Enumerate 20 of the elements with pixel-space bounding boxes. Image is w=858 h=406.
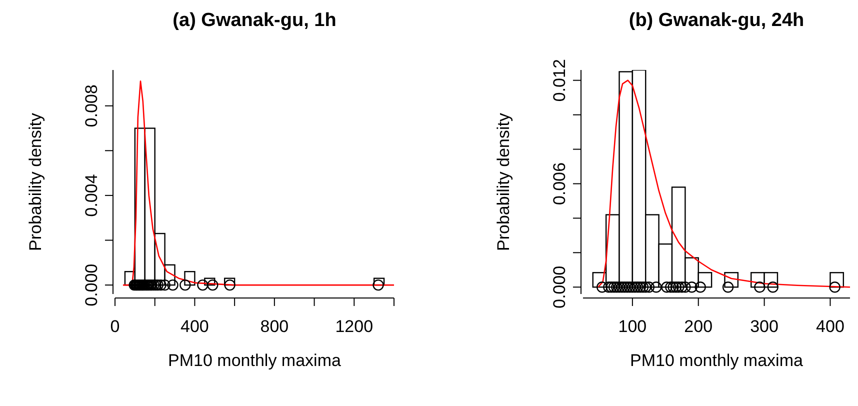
y-axis-title: Probability density (26, 112, 45, 251)
x-tick-label: 400 (180, 317, 209, 336)
chart-title: (a) Gwanak-gu, 1h (172, 10, 336, 31)
x-tick-label: 0 (110, 317, 120, 336)
y-tick-label: 0.012 (550, 59, 569, 102)
x-tick-label: 400 (816, 317, 844, 336)
x-tick-label: 1200 (335, 317, 374, 336)
x-tick-label: 300 (750, 317, 778, 336)
chart-title: (b) Gwanak-gu, 24h (628, 10, 804, 31)
x-axis-title: PM10 monthly maxima (630, 351, 804, 370)
y-tick-label: 0.004 (82, 174, 101, 217)
x-axis-title: PM10 monthly maxima (168, 351, 342, 370)
y-tick-label: 0.006 (550, 162, 569, 205)
x-tick-label: 800 (260, 317, 289, 336)
y-tick-label: 0.008 (82, 84, 101, 128)
y-tick-label: 0.000 (82, 264, 101, 306)
y-tick-label: 0.000 (550, 266, 569, 308)
x-tick-label: 200 (684, 317, 713, 336)
x-tick-label: 100 (618, 317, 647, 336)
y-axis-title: Probability density (494, 112, 513, 251)
